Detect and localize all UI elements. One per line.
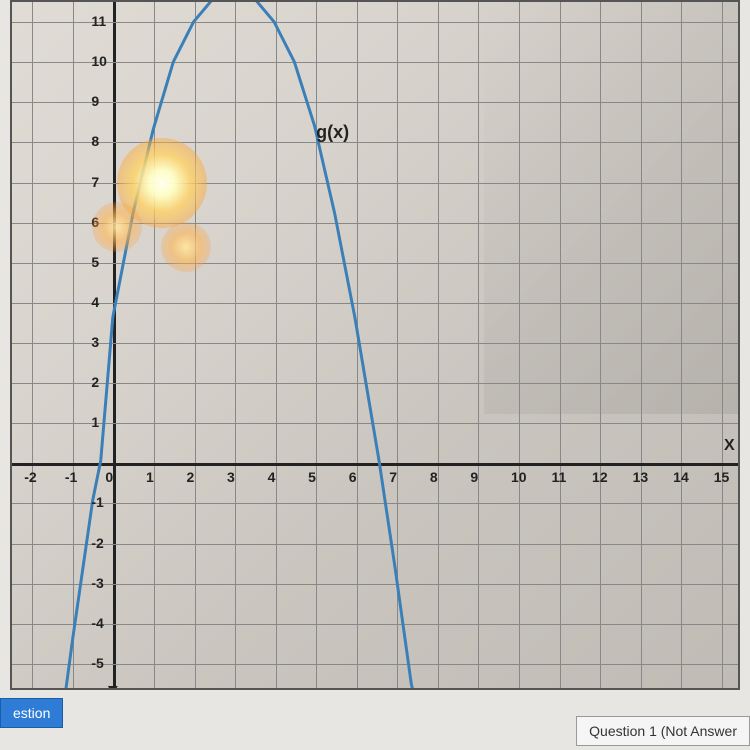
grid-line-horizontal bbox=[12, 223, 738, 224]
y-tick-label: 5 bbox=[91, 254, 99, 270]
grid-line-horizontal bbox=[12, 343, 738, 344]
x-tick-label: 14 bbox=[673, 469, 689, 485]
y-tick-label: 1 bbox=[91, 414, 99, 430]
grid bbox=[12, 2, 738, 688]
grid-line-vertical bbox=[560, 2, 561, 688]
y-tick-label: -2 bbox=[91, 535, 103, 551]
grid-line-horizontal bbox=[12, 263, 738, 264]
y-tick-label: 2 bbox=[91, 374, 99, 390]
x-tick-label: 9 bbox=[470, 469, 478, 485]
grid-line-vertical bbox=[195, 2, 196, 688]
x-tick-label: 4 bbox=[268, 469, 276, 485]
question-status-button[interactable]: Question 1 (Not Answer bbox=[576, 716, 750, 746]
grid-line-vertical bbox=[73, 2, 74, 688]
grid-line-horizontal bbox=[12, 544, 738, 545]
graph-container: -2-10123456789101112131415-5-4-3-2-11234… bbox=[10, 0, 740, 690]
grid-line-horizontal bbox=[12, 102, 738, 103]
grid-line-horizontal bbox=[12, 383, 738, 384]
grid-line-vertical bbox=[641, 2, 642, 688]
y-tick-label: 3 bbox=[91, 334, 99, 350]
x-tick-label: 0 bbox=[105, 469, 113, 485]
x-tick-label: 7 bbox=[389, 469, 397, 485]
x-tick-label: 1 bbox=[146, 469, 154, 485]
grid-line-horizontal bbox=[12, 62, 738, 63]
grid-line-horizontal bbox=[12, 142, 738, 143]
grid-line-vertical bbox=[681, 2, 682, 688]
prev-question-button[interactable]: estion bbox=[0, 698, 63, 728]
grid-line-vertical bbox=[722, 2, 723, 688]
x-tick-label: 10 bbox=[511, 469, 527, 485]
x-axis-label: X bbox=[724, 437, 735, 455]
grid-line-horizontal bbox=[12, 303, 738, 304]
y-tick-label: 7 bbox=[91, 174, 99, 190]
grid-line-horizontal bbox=[12, 183, 738, 184]
x-tick-label: -2 bbox=[24, 469, 36, 485]
grid-line-horizontal bbox=[12, 664, 738, 665]
y-tick-label: -5 bbox=[91, 655, 103, 671]
x-tick-label: 15 bbox=[714, 469, 730, 485]
grid-line-vertical bbox=[276, 2, 277, 688]
x-tick-label: 6 bbox=[349, 469, 357, 485]
grid-line-vertical bbox=[519, 2, 520, 688]
y-tick-label: 9 bbox=[91, 93, 99, 109]
grid-line-horizontal bbox=[12, 503, 738, 504]
grid-line-vertical bbox=[235, 2, 236, 688]
grid-line-horizontal bbox=[12, 22, 738, 23]
y-tick-label: -1 bbox=[91, 494, 103, 510]
x-tick-label: 5 bbox=[308, 469, 316, 485]
x-tick-label: 12 bbox=[592, 469, 608, 485]
grid-line-vertical bbox=[600, 2, 601, 688]
x-tick-label: 11 bbox=[552, 469, 567, 485]
y-tick-label: 10 bbox=[91, 53, 107, 69]
grid-line-horizontal bbox=[12, 624, 738, 625]
y-tick-label: -3 bbox=[91, 575, 103, 591]
grid-line-horizontal bbox=[12, 584, 738, 585]
x-axis bbox=[12, 463, 738, 466]
x-tick-label: -1 bbox=[65, 469, 77, 485]
y-tick-label: 11 bbox=[91, 13, 106, 29]
y-tick-label: 8 bbox=[91, 133, 99, 149]
x-tick-label: 13 bbox=[633, 469, 649, 485]
grid-line-vertical bbox=[438, 2, 439, 688]
y-tick-label: -4 bbox=[91, 615, 103, 631]
y-tick-label: 4 bbox=[91, 294, 99, 310]
y-axis bbox=[113, 2, 116, 688]
grid-line-vertical bbox=[316, 2, 317, 688]
grid-line-vertical bbox=[478, 2, 479, 688]
grid-line-vertical bbox=[397, 2, 398, 688]
y-tick-label: 6 bbox=[91, 214, 99, 230]
grid-line-vertical bbox=[32, 2, 33, 688]
grid-line-vertical bbox=[154, 2, 155, 688]
x-tick-label: 8 bbox=[430, 469, 438, 485]
curve-label: g(x) bbox=[316, 122, 349, 143]
grid-line-horizontal bbox=[12, 423, 738, 424]
x-tick-label: 3 bbox=[227, 469, 235, 485]
x-tick-label: 2 bbox=[187, 469, 195, 485]
grid-line-vertical bbox=[357, 2, 358, 688]
